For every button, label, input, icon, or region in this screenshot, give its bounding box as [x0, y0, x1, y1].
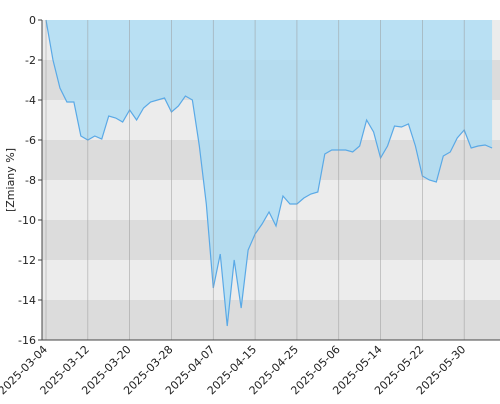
y-tick-label: -4: [25, 94, 36, 107]
y-tick-label: -12: [18, 254, 36, 267]
y-tick-label: -16: [18, 334, 36, 347]
band: [42, 220, 500, 260]
y-tick-label: -6: [25, 134, 36, 147]
band: [42, 300, 500, 340]
y-tick-label: -2: [25, 54, 36, 67]
y-axis-label: [Zmiany %]: [4, 148, 17, 212]
line: [45, 19, 493, 327]
y-tick-label: -14: [18, 294, 36, 307]
y-tick-label: -10: [18, 214, 36, 227]
y-tick-label: 0: [29, 14, 36, 27]
band: [42, 260, 500, 300]
y-tick-label: -8: [25, 174, 36, 187]
